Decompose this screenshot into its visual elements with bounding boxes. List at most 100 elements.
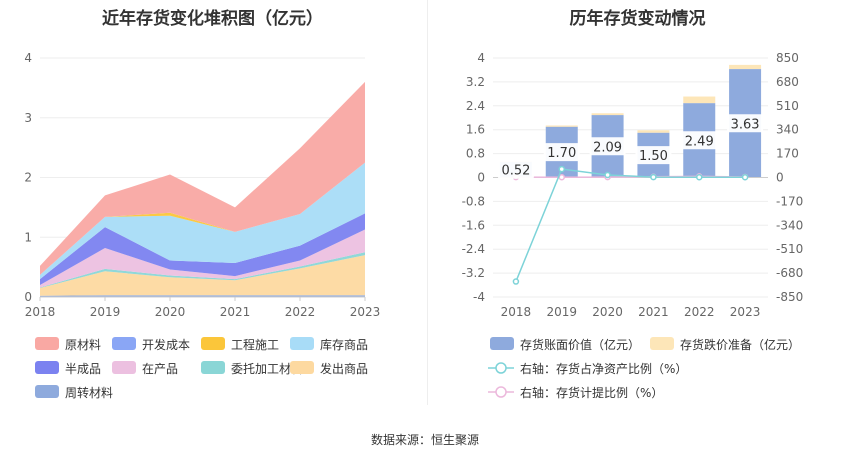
right-axis-tick-label: 170 <box>776 147 799 161</box>
left-axis-tick-label: 4 <box>477 51 485 65</box>
right-x-tick-label: 2019 <box>546 305 577 319</box>
bar-impairment <box>591 113 624 116</box>
legend-swatch <box>490 337 514 350</box>
line-point <box>604 171 611 179</box>
right-axis-tick-label: -850 <box>776 290 803 304</box>
legend-swatch <box>650 337 674 350</box>
data-label-bg <box>727 114 764 133</box>
area-半成品 <box>40 213 365 286</box>
legend-label: 工程施工 <box>231 338 280 352</box>
left-axis-tick-label: 2.4 <box>466 99 485 113</box>
bar-data-label: 3.63 <box>731 117 760 132</box>
left-chart-title: 近年存货变化堆积图（亿元） <box>102 9 323 29</box>
right-axis-tick-label: 340 <box>776 123 799 137</box>
right-chart-title: 历年存货变动情况 <box>569 9 706 29</box>
legend-swatch <box>35 361 59 374</box>
legend-label: 周转材料 <box>65 386 114 400</box>
legend-label: 存货跌价准备（亿元） <box>680 338 801 352</box>
stacked-area-chart: 0 1 2 3 4 2018 2019 2020 2021 2022 2023 <box>24 51 381 319</box>
right-x-tick-label: 2023 <box>730 305 761 319</box>
bar-line-chart: -4 -3.2 -2.4 -1.6 -0.8 0 0.8 1.6 2.4 3.2 4 -850 -680… <box>462 51 804 319</box>
left-y-tick-label: 1 <box>24 230 32 244</box>
right-axis-tick-label: -170 <box>776 194 803 208</box>
legend-label: 委托加工材料 <box>231 362 304 376</box>
legend-label: 存货账面价值（亿元） <box>520 338 641 352</box>
legend-marker <box>495 386 507 398</box>
area-在产品 <box>40 229 365 288</box>
legend-swatch <box>35 337 59 350</box>
legend-swatch <box>201 361 225 374</box>
right-x-tick-label: 2020 <box>592 305 623 319</box>
bar-data-label: 0.52 <box>501 164 530 179</box>
right-axis-tick-label: 680 <box>776 75 799 89</box>
left-axis-tick-label: 0 <box>477 171 485 185</box>
bar-data-label: 2.09 <box>593 140 622 155</box>
legend-swatch <box>290 337 314 350</box>
bar-data-label: 1.50 <box>639 149 668 164</box>
bar-impairment <box>637 130 670 133</box>
left-axis-tick-label: -0.8 <box>462 194 485 208</box>
left-axis-tick-label: -4 <box>473 290 485 304</box>
left-x-tick-label: 2023 <box>350 305 381 319</box>
bar-impairment <box>729 64 762 70</box>
legend-label: 在产品 <box>142 362 179 376</box>
legend-swatch <box>201 337 225 350</box>
bar-impairment <box>683 96 716 104</box>
area-委托加工材料 <box>40 252 365 289</box>
right-axis-tick-label: 850 <box>776 51 799 65</box>
legend-swatch <box>35 385 59 398</box>
line-point <box>696 173 703 181</box>
bar-data-label: 1.70 <box>547 146 576 161</box>
area-发出商品 <box>40 255 365 296</box>
left-axis-tick-label: -2.4 <box>462 242 485 256</box>
left-axis-tick-label: -1.6 <box>462 218 485 232</box>
left-axis-tick-label: 3.2 <box>466 75 485 89</box>
panel-divider <box>427 0 428 405</box>
line-point <box>512 278 520 285</box>
legend-label: 半成品 <box>65 362 102 376</box>
left-y-tick-label: 2 <box>24 171 32 185</box>
right-axis-tick-label: -510 <box>776 242 803 256</box>
right-axis-tick-label: 510 <box>776 99 799 113</box>
bar-impairment <box>545 125 578 127</box>
right-axis-tick-label: 0 <box>776 171 784 185</box>
data-label-bg <box>635 146 672 165</box>
right-axis-tick-label: -340 <box>776 218 803 232</box>
left-x-tick-label: 2022 <box>285 305 316 319</box>
data-label-bg <box>543 143 580 162</box>
left-y-tick-label: 0 <box>24 290 32 304</box>
legend-label: 库存商品 <box>320 338 369 352</box>
legend-line-swatch <box>488 362 514 374</box>
line-point <box>558 173 565 181</box>
right-x-tick-label: 2021 <box>638 305 669 319</box>
data-label-bg <box>589 137 626 156</box>
left-axis-tick-label: 0.8 <box>466 147 485 161</box>
line-右轴：存货占净资产比例（%） <box>515 168 746 282</box>
data-label-bg <box>681 131 718 150</box>
right-x-tick-label: 2018 <box>501 305 532 319</box>
line-point <box>741 173 749 181</box>
area-原材料 <box>40 81 365 275</box>
legend-label: 右轴：存货计提比例（%） <box>520 386 664 400</box>
left-axis-tick-label: -3.2 <box>462 266 485 280</box>
line-point <box>650 173 657 181</box>
legend-label: 原材料 <box>65 338 102 352</box>
data-source-note: 数据来源：恒生聚源 <box>370 433 479 447</box>
line-point <box>558 165 565 173</box>
data-label-bg <box>497 160 534 179</box>
legend-label: 右轴：存货占净资产比例（%） <box>520 362 688 376</box>
bar-data-label: 2.49 <box>685 134 714 149</box>
legend-label: 发出商品 <box>320 362 369 376</box>
left-x-tick-label: 2021 <box>220 305 251 319</box>
area-库存商品 <box>40 162 365 280</box>
legend-swatch <box>112 337 136 350</box>
left-x-tick-label: 2020 <box>155 305 186 319</box>
right-x-tick-label: 2022 <box>684 305 715 319</box>
left-x-tick-label: 2018 <box>25 305 56 319</box>
left-axis-tick-label: 1.6 <box>466 123 485 137</box>
legend-swatch <box>290 361 314 374</box>
left-x-tick-label: 2019 <box>90 305 121 319</box>
right-axis-tick-label: -680 <box>776 266 803 280</box>
left-y-tick-label: 4 <box>24 51 32 65</box>
left-y-tick-label: 3 <box>24 111 32 125</box>
